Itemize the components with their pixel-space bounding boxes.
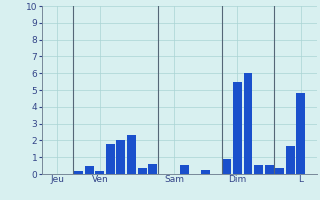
Bar — [85, 166, 94, 174]
Bar — [74, 171, 83, 174]
Bar — [127, 135, 136, 174]
Bar — [275, 168, 284, 174]
Bar — [95, 171, 104, 174]
Bar — [296, 93, 305, 174]
Bar — [138, 168, 147, 174]
Bar — [180, 165, 189, 174]
Bar — [286, 146, 295, 174]
Bar — [244, 73, 252, 174]
Bar — [233, 82, 242, 174]
Bar — [222, 159, 231, 174]
Bar — [148, 164, 157, 174]
Bar — [106, 144, 115, 174]
Bar — [201, 170, 210, 174]
Bar — [265, 165, 274, 174]
Bar — [116, 140, 125, 174]
Bar — [254, 165, 263, 174]
